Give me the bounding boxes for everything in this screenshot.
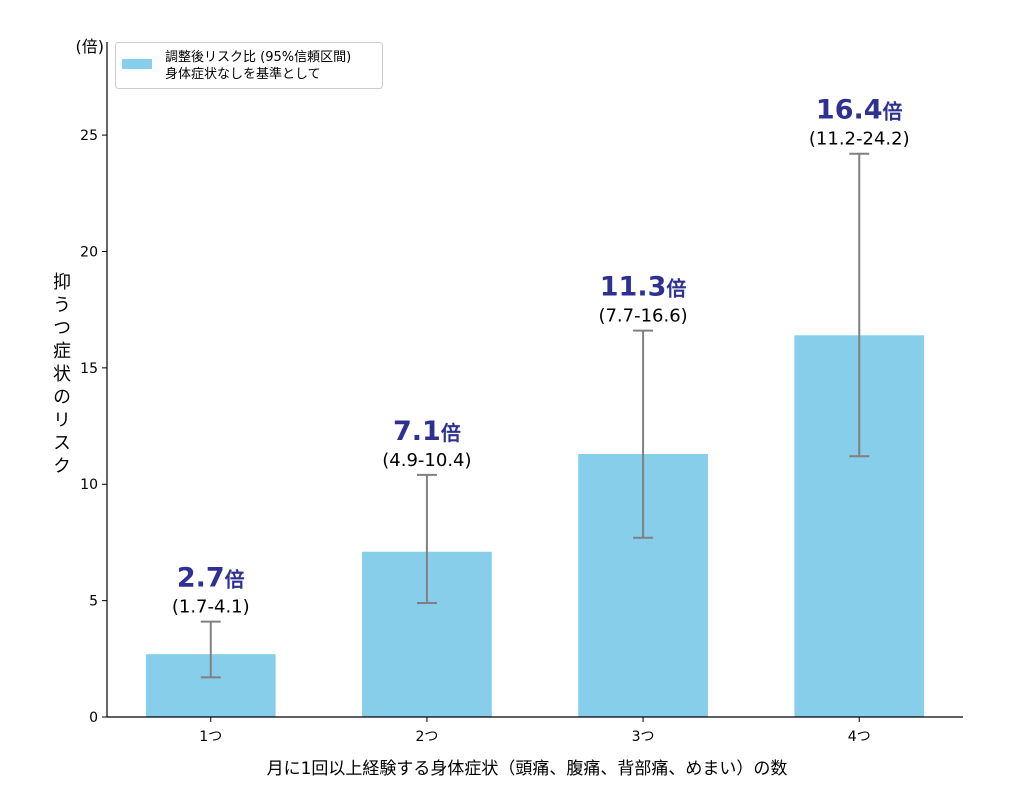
legend-label-line-1: 調整後リスク比 (95%信頼区間) xyxy=(165,50,351,65)
legend-label-line-2: 身体症状なしを基準として xyxy=(165,66,321,82)
y-tick-label: 0 xyxy=(89,710,98,726)
y-tick-label: 20 xyxy=(80,244,98,260)
ci-label: (4.9-10.4) xyxy=(382,450,471,471)
value-label: 7.1倍 xyxy=(393,416,461,447)
value-label: 11.3倍 xyxy=(600,272,687,303)
value-suffix: 倍 xyxy=(883,100,903,124)
legend-swatch xyxy=(122,59,152,69)
x-tick-label: 2つ xyxy=(415,729,438,745)
y-tick-label: 25 xyxy=(80,128,98,144)
x-tick-label: 4つ xyxy=(848,729,871,745)
ci-label: (1.7-4.1) xyxy=(172,597,250,618)
plot-area: 0510152025(1.7-4.1)2.7倍1つ(4.9-10.4)7.1倍2… xyxy=(80,95,925,745)
value-number: 2.7 xyxy=(177,563,225,594)
x-tick-label: 3つ xyxy=(632,729,655,745)
value-suffix: 倍 xyxy=(225,568,245,592)
ci-label: (7.7-16.6) xyxy=(598,306,687,327)
value-number: 16.4 xyxy=(816,95,883,126)
value-label: 2.7倍 xyxy=(177,563,245,594)
y-tick-label: 10 xyxy=(80,477,98,493)
y-tick-label: 15 xyxy=(80,361,98,377)
x-axis-label: 月に1回以上経験する身体症状（頭痛、腹痛、背部痛、めまい）の数 xyxy=(267,759,788,779)
y-axis-unit: (倍) xyxy=(76,37,105,56)
value-label: 16.4倍 xyxy=(816,95,903,126)
y-axis-label: 抑うつ症状のリスク xyxy=(50,272,71,479)
legend: 調整後リスク比 (95%信頼区間) 身体症状なしを基準として xyxy=(115,42,383,89)
value-number: 7.1 xyxy=(393,416,441,447)
value-suffix: 倍 xyxy=(441,421,461,445)
legend-box xyxy=(115,42,383,89)
x-tick-label: 1つ xyxy=(199,729,222,745)
ci-label: (11.2-24.2) xyxy=(809,129,910,150)
y-tick-label: 5 xyxy=(89,594,98,610)
value-number: 11.3 xyxy=(600,272,667,303)
value-suffix: 倍 xyxy=(666,277,686,301)
